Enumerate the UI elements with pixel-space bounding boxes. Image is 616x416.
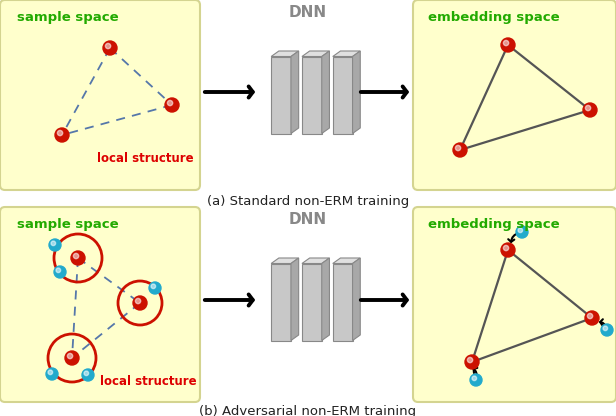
FancyBboxPatch shape bbox=[413, 207, 616, 402]
Circle shape bbox=[65, 351, 79, 365]
Circle shape bbox=[46, 368, 58, 380]
FancyBboxPatch shape bbox=[0, 207, 200, 402]
Circle shape bbox=[601, 324, 613, 336]
Circle shape bbox=[73, 253, 79, 259]
Polygon shape bbox=[302, 263, 322, 341]
Text: embedding space: embedding space bbox=[428, 218, 559, 231]
Circle shape bbox=[518, 228, 522, 233]
Polygon shape bbox=[333, 263, 352, 341]
Polygon shape bbox=[333, 57, 352, 134]
Circle shape bbox=[151, 284, 156, 289]
Circle shape bbox=[57, 130, 63, 136]
Circle shape bbox=[84, 371, 89, 376]
Circle shape bbox=[55, 128, 69, 142]
Circle shape bbox=[56, 268, 60, 272]
Circle shape bbox=[501, 38, 515, 52]
Circle shape bbox=[455, 145, 461, 151]
Circle shape bbox=[501, 243, 515, 257]
Polygon shape bbox=[302, 57, 322, 134]
Circle shape bbox=[503, 245, 509, 251]
Circle shape bbox=[48, 370, 52, 374]
Circle shape bbox=[136, 298, 140, 304]
Polygon shape bbox=[291, 51, 299, 134]
Circle shape bbox=[585, 311, 599, 325]
Circle shape bbox=[54, 266, 66, 278]
Text: (b) Adversarial non-ERM training: (b) Adversarial non-ERM training bbox=[200, 405, 416, 416]
Circle shape bbox=[503, 40, 509, 46]
Text: sample space: sample space bbox=[17, 11, 119, 24]
Circle shape bbox=[149, 282, 161, 294]
Polygon shape bbox=[302, 258, 330, 263]
Polygon shape bbox=[302, 51, 330, 57]
Polygon shape bbox=[322, 258, 330, 341]
Circle shape bbox=[67, 353, 73, 359]
Text: embedding space: embedding space bbox=[428, 11, 559, 24]
Polygon shape bbox=[333, 51, 360, 57]
Polygon shape bbox=[322, 51, 330, 134]
Text: DNN: DNN bbox=[289, 5, 327, 20]
Polygon shape bbox=[291, 258, 299, 341]
Circle shape bbox=[105, 43, 111, 49]
Text: sample space: sample space bbox=[17, 218, 119, 231]
Polygon shape bbox=[352, 51, 360, 134]
Circle shape bbox=[603, 326, 607, 331]
Polygon shape bbox=[352, 258, 360, 341]
FancyBboxPatch shape bbox=[413, 0, 616, 190]
Circle shape bbox=[71, 251, 85, 265]
Circle shape bbox=[468, 357, 472, 363]
Polygon shape bbox=[271, 263, 291, 341]
Polygon shape bbox=[271, 57, 291, 134]
Circle shape bbox=[472, 376, 477, 381]
Circle shape bbox=[103, 41, 117, 55]
Text: local structure: local structure bbox=[97, 152, 193, 165]
Circle shape bbox=[82, 369, 94, 381]
Circle shape bbox=[51, 241, 55, 245]
Polygon shape bbox=[333, 258, 360, 263]
Circle shape bbox=[585, 105, 591, 111]
Circle shape bbox=[516, 226, 528, 238]
Circle shape bbox=[583, 103, 597, 117]
Polygon shape bbox=[271, 51, 299, 57]
Text: (a) Standard non-ERM training: (a) Standard non-ERM training bbox=[207, 195, 409, 208]
Circle shape bbox=[453, 143, 467, 157]
Circle shape bbox=[165, 98, 179, 112]
Circle shape bbox=[168, 100, 172, 106]
Circle shape bbox=[49, 239, 61, 251]
Circle shape bbox=[465, 355, 479, 369]
Text: DNN: DNN bbox=[289, 212, 327, 227]
Circle shape bbox=[133, 296, 147, 310]
Polygon shape bbox=[271, 258, 299, 263]
Circle shape bbox=[470, 374, 482, 386]
Text: local structure: local structure bbox=[100, 375, 197, 388]
Circle shape bbox=[588, 313, 593, 319]
FancyBboxPatch shape bbox=[0, 0, 200, 190]
